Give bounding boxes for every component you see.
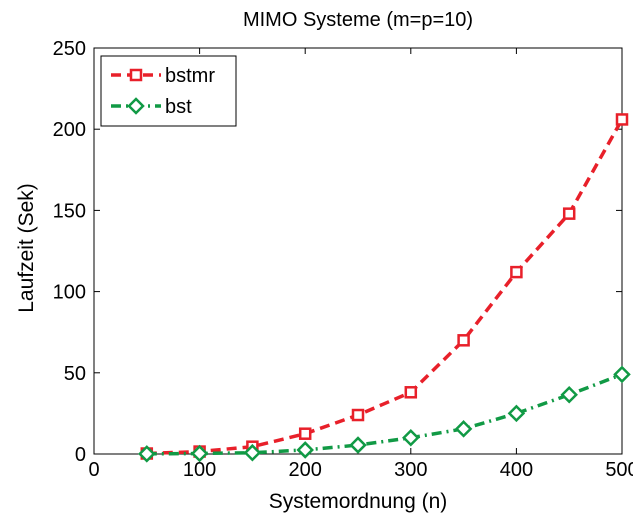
data-point-bstmr	[510, 265, 523, 279]
data-point-bstmr	[298, 427, 312, 440]
data-point-bstmr	[457, 334, 470, 347]
x-tick-label: 100	[183, 459, 216, 481]
data-point-bst	[507, 404, 526, 423]
y-tick-label: 150	[53, 200, 86, 222]
legend-entry-bstmr: bstmr	[111, 65, 215, 87]
data-point-bst	[243, 443, 262, 462]
y-tick-label: 250	[53, 38, 86, 60]
data-point-bst	[613, 365, 631, 384]
legend-label-bst: bst	[165, 96, 192, 118]
data-point-bst	[402, 428, 420, 447]
y-tick-label: 200	[53, 119, 86, 141]
legend-marker-bst	[127, 97, 145, 115]
x-axis-title: Systemordnung (n)	[269, 490, 448, 513]
data-point-bstmr	[404, 386, 418, 399]
series-bstmr	[140, 113, 629, 460]
legend-box	[100, 55, 237, 127]
legend-entry-bst: bst	[111, 96, 192, 118]
x-tick-label: 500	[605, 459, 633, 481]
x-tick-label: 400	[500, 459, 533, 481]
y-tick-label: 0	[75, 444, 86, 466]
x-tick-label: 200	[289, 459, 322, 481]
y-tick-label: 100	[53, 282, 86, 304]
data-point-bstmr	[615, 113, 629, 126]
data-point-bstmr	[562, 207, 576, 220]
legend-label-bstmr: bstmr	[165, 65, 215, 87]
data-point-bst	[560, 385, 578, 404]
y-axis-title: Laufzeit (Sek)	[15, 183, 38, 313]
legend-marker-bstmr	[129, 68, 143, 82]
x-tick-label: 0	[88, 459, 99, 481]
chart-title: MIMO Systeme (m=p=10)	[243, 9, 473, 31]
y-tick-label: 50	[64, 363, 86, 385]
x-tick-label: 300	[394, 459, 427, 481]
data-point-bst	[138, 445, 156, 463]
data-point-bst	[296, 441, 314, 459]
data-point-bst	[349, 436, 367, 454]
series-bst	[138, 365, 631, 463]
series-line-bst	[146, 372, 623, 456]
plot-area-frame	[93, 47, 623, 455]
series-line-bstmr	[146, 118, 624, 456]
data-point-bst	[454, 420, 473, 438]
data-point-bst	[190, 444, 209, 463]
data-point-bstmr	[351, 408, 365, 422]
